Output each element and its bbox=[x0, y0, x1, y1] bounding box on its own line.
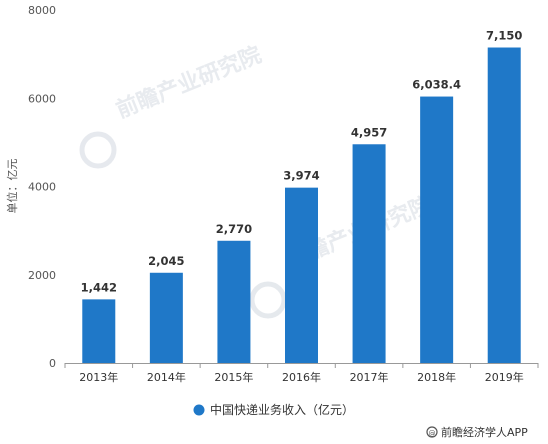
y-axis-label: 单位：亿元 bbox=[5, 159, 19, 214]
y-axis: 0 2000 4000 6000 8000 bbox=[28, 4, 56, 370]
credit: @ 前瞻经济学人APP bbox=[426, 425, 528, 439]
credit-text: 前瞻经济学人APP bbox=[441, 425, 528, 439]
y-tick-label: 8000 bbox=[28, 4, 56, 17]
y-tick-label: 4000 bbox=[28, 181, 56, 194]
data-label-1: 1,442 bbox=[81, 280, 117, 294]
y-tick-label: 2000 bbox=[28, 269, 56, 282]
x-tick-label: 2015年 bbox=[214, 370, 253, 384]
x-tick-label: 2017年 bbox=[350, 370, 389, 384]
data-label-2: 2,045 bbox=[148, 254, 184, 268]
legend: 中国快递业务收入（亿元） bbox=[193, 402, 354, 417]
data-label-4: 3,974 bbox=[283, 169, 319, 183]
x-tick-label: 2014年 bbox=[147, 370, 186, 384]
y-tick-label: 0 bbox=[49, 357, 56, 370]
bars: 1,442 2,045 2,770 3,974 4,957 6,038.4 7,150 bbox=[81, 29, 522, 363]
x-tick-label: 2018年 bbox=[417, 370, 456, 384]
bar-7 bbox=[487, 47, 521, 363]
bar-1 bbox=[82, 299, 116, 363]
data-label-3: 2,770 bbox=[216, 222, 252, 236]
bar-3 bbox=[217, 240, 251, 363]
bar-4 bbox=[285, 187, 318, 363]
data-label-5: 4,957 bbox=[351, 125, 387, 139]
y-tick-label: 6000 bbox=[28, 92, 56, 105]
bar-2 bbox=[149, 272, 183, 363]
x-tick-label: 2019年 bbox=[485, 370, 524, 384]
x-tick-label: 2016年 bbox=[282, 370, 321, 384]
svg-text:@: @ bbox=[429, 430, 436, 438]
legend-label: 中国快递业务收入（亿元） bbox=[210, 402, 354, 417]
bar-5 bbox=[352, 144, 386, 363]
data-label-7: 7,150 bbox=[486, 29, 522, 43]
x-tick-label: 2013年 bbox=[79, 370, 118, 384]
legend-marker bbox=[193, 404, 205, 416]
x-axis: 2013年 2014年 2015年 2016年 2017年 2018年 2019年 bbox=[64, 363, 539, 384]
data-label-6: 6,038.4 bbox=[412, 78, 461, 92]
bar-6 bbox=[420, 96, 454, 363]
svg-text:前瞻产业研究院: 前瞻产业研究院 bbox=[113, 42, 266, 124]
